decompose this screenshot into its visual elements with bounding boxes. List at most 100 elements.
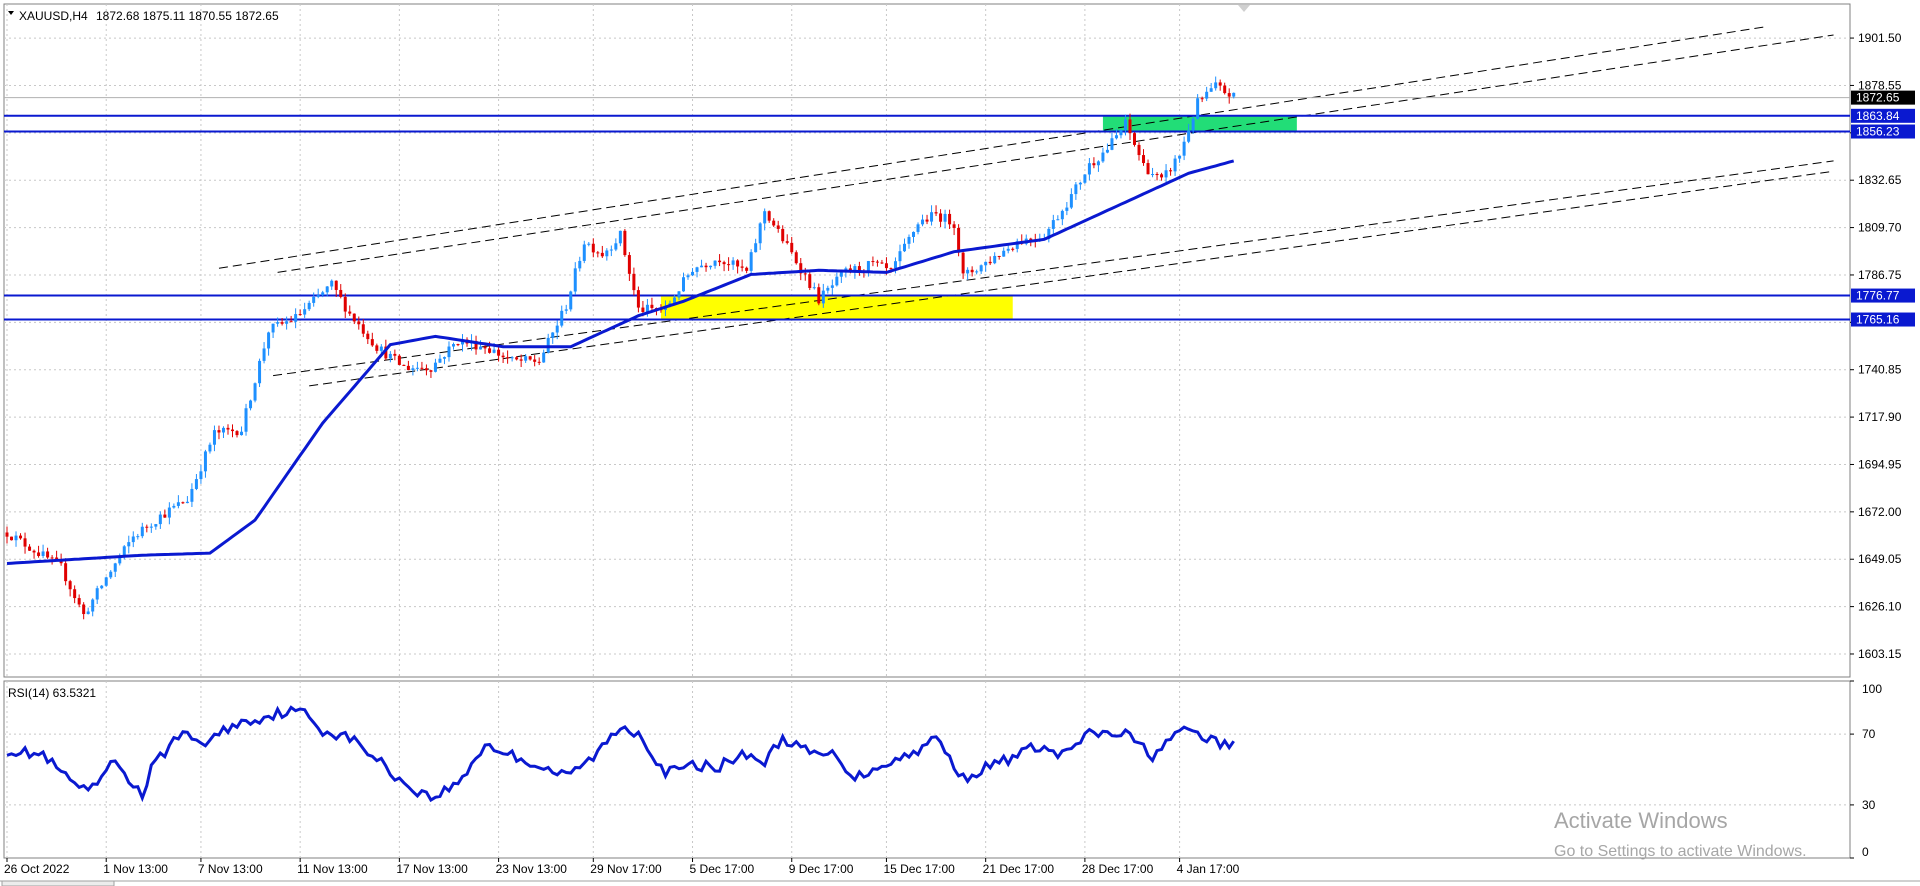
rsi-axis: 100 70 30 0 <box>1850 680 1882 859</box>
candle <box>28 544 32 551</box>
candle <box>5 526 9 544</box>
candle-body <box>501 355 505 358</box>
candle-body <box>930 212 934 222</box>
candle <box>253 382 257 403</box>
candle <box>1119 129 1123 139</box>
candle <box>316 288 320 299</box>
candle <box>104 576 108 587</box>
candle <box>875 259 879 267</box>
candle <box>73 585 77 604</box>
candle-body <box>781 228 785 242</box>
level-tag <box>1851 124 1915 139</box>
candle <box>537 357 541 366</box>
candle-body <box>276 322 280 324</box>
candle-body <box>537 361 541 363</box>
candle <box>199 464 203 484</box>
candle <box>510 356 514 362</box>
candle-body <box>339 289 343 297</box>
candle <box>600 245 604 258</box>
level-tag-label: 1863.84 <box>1856 109 1900 123</box>
candle-body <box>447 346 451 358</box>
x-tick-label: 9 Dec 17:00 <box>789 862 854 876</box>
candle <box>1015 238 1019 253</box>
candle <box>100 585 104 590</box>
trendline <box>273 160 1834 377</box>
candle <box>249 399 253 411</box>
candle-body <box>641 307 645 313</box>
candle <box>433 358 437 373</box>
candle <box>181 501 185 504</box>
candle-body <box>727 264 731 266</box>
candle-body <box>790 242 794 253</box>
candle <box>86 607 90 615</box>
candle-body <box>10 536 14 541</box>
candle-body <box>952 224 956 228</box>
candle-body <box>1002 250 1006 257</box>
candle-body <box>1029 238 1033 241</box>
candle <box>817 283 821 306</box>
candle-body <box>578 260 582 269</box>
candle <box>131 531 135 548</box>
candle <box>1011 247 1015 252</box>
candle <box>672 295 676 304</box>
candle-body <box>650 304 654 309</box>
candle-body <box>975 271 979 273</box>
candle <box>776 220 780 233</box>
candle-body <box>442 357 446 359</box>
horizontal-levels[interactable] <box>4 97 1850 321</box>
candle-body <box>1187 130 1191 142</box>
candle <box>217 425 221 440</box>
candle <box>943 209 947 229</box>
rsi-y-tick-label: 100 <box>1862 682 1882 696</box>
candle <box>325 286 329 297</box>
candle-body <box>695 267 699 272</box>
candle-body <box>357 321 361 325</box>
candle-body <box>64 563 68 582</box>
candle-body <box>379 346 383 351</box>
candle <box>262 342 266 364</box>
candle-body <box>402 364 406 366</box>
rsi-panel[interactable]: 100 70 30 0 RSI(14) 63.5321 <box>3 680 1882 859</box>
candle <box>330 279 334 290</box>
candle <box>961 249 965 279</box>
shift-marker-icon[interactable] <box>1238 5 1250 12</box>
collapse-triangle-icon[interactable] <box>8 11 14 15</box>
chart-tab[interactable] <box>1 880 115 886</box>
candle-body <box>348 311 352 314</box>
trendline <box>277 34 1834 273</box>
candle <box>1164 164 1168 183</box>
price-panel[interactable]: 1901.501878.551855.601832.651809.701786.… <box>3 3 1915 678</box>
candle-body <box>686 275 690 278</box>
candle <box>767 210 771 223</box>
candle-body <box>1060 210 1064 220</box>
candle-body <box>555 325 559 333</box>
candle <box>1155 172 1159 181</box>
candle-body <box>754 243 758 253</box>
candle <box>32 549 36 559</box>
rsi-y-tick-label: 30 <box>1862 798 1876 812</box>
candle-body <box>181 502 185 504</box>
candle-body <box>1218 82 1222 86</box>
candle <box>1105 143 1109 154</box>
candle <box>993 252 997 265</box>
candle-body <box>492 349 496 353</box>
candle <box>258 358 262 388</box>
candle-body <box>749 252 753 271</box>
candle <box>420 361 424 371</box>
candle-body <box>934 212 938 214</box>
candle-body <box>203 451 207 472</box>
candle <box>948 209 952 230</box>
candle <box>591 238 595 258</box>
candle-body <box>826 287 830 291</box>
candle <box>519 354 523 368</box>
candle-body <box>961 252 965 274</box>
candle <box>866 260 870 277</box>
candle <box>429 369 433 378</box>
candle-body <box>366 333 370 340</box>
candle-body <box>785 241 789 243</box>
candle <box>785 234 789 245</box>
candle <box>438 354 442 363</box>
candle-body <box>249 400 253 409</box>
candle-body <box>1155 174 1159 176</box>
